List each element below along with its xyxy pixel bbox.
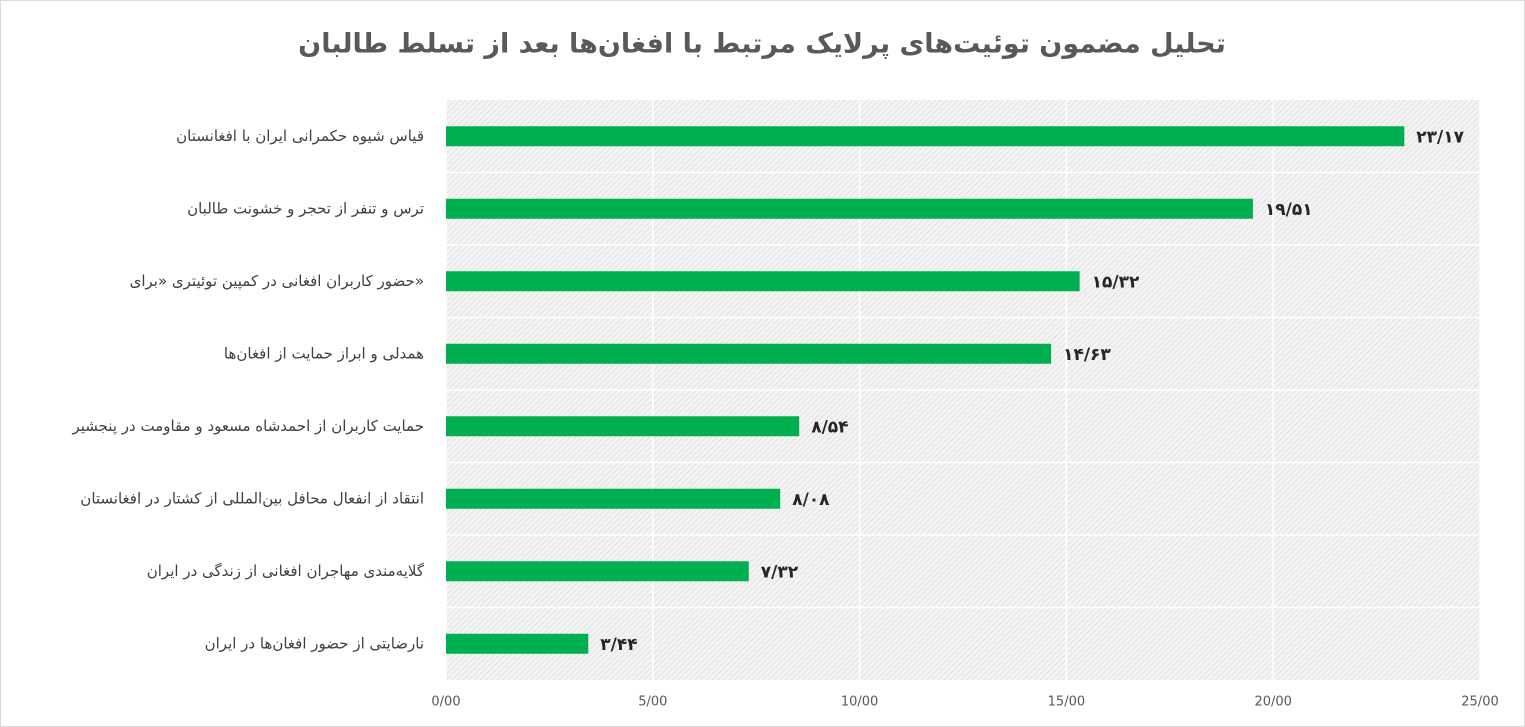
y-tick-label: قیاس شیوه حکمرانی ایران با افغانستان xyxy=(176,127,424,145)
value-label: ۱۵/۳۲ xyxy=(1092,272,1140,292)
bar xyxy=(446,561,749,582)
y-tick-label: ترس و تنفر از تحجر و خشونت طالبان xyxy=(187,199,424,217)
value-label: ۳/۴۴ xyxy=(600,635,637,655)
bar xyxy=(446,416,800,437)
x-tick-label: 20/00 xyxy=(1254,695,1291,710)
y-tick-label: حضور کاربران افغانی در کمپین توئیتری «بر… xyxy=(130,272,424,291)
x-tick-label: 0/00 xyxy=(431,695,460,710)
value-label: ۸/۵۴ xyxy=(811,417,848,437)
y-tick-label: نارضایتی از حضور افغان‌ها در ایران xyxy=(205,634,424,652)
value-label: ۸/۰۸ xyxy=(792,490,830,510)
bar xyxy=(446,343,1052,364)
y-tick-label: گلایه‌مندی مهاجران افغانی از زندگی در ای… xyxy=(147,562,425,580)
value-label: ۱۹/۵۱ xyxy=(1265,200,1313,220)
value-label: ۲۳/۱۷ xyxy=(1416,127,1464,147)
y-tick-label: حمایت کاربران از احمدشاه مسعود و مقاومت … xyxy=(71,417,424,436)
bar xyxy=(446,488,781,509)
bar xyxy=(446,271,1080,292)
bar xyxy=(446,198,1253,219)
chart-title: تحلیل مضمون توئیت‌های پرلایک مرتبط با اف… xyxy=(298,29,1226,60)
x-tick-label: 25/00 xyxy=(1461,695,1498,710)
y-tick-label: همدلی و ابراز حمایت از افغان‌ها xyxy=(224,344,424,362)
x-tick-label: 15/00 xyxy=(1048,695,1085,710)
y-tick-label: انتقاد از انفعال محافل بین‌المللی از کشت… xyxy=(80,489,424,507)
value-label: ۱۴/۶۳ xyxy=(1063,345,1111,365)
bar xyxy=(446,126,1405,147)
bar xyxy=(446,633,589,654)
value-label: ۷/۳۲ xyxy=(761,562,799,582)
x-tick-label: 5/00 xyxy=(638,695,667,710)
x-tick-label: 10/00 xyxy=(841,695,878,710)
